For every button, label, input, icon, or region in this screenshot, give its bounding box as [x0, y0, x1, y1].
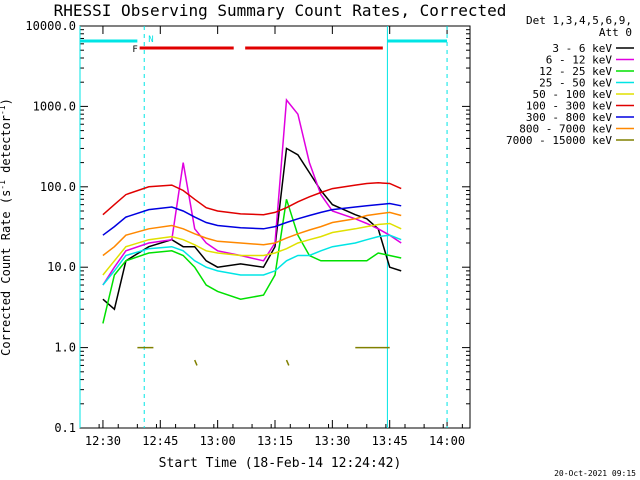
legend-entry-label: 6 - 12 keV — [546, 54, 613, 67]
series-line — [102, 182, 402, 216]
series-line — [102, 211, 402, 257]
legend-entry-label: 12 - 25 keV — [539, 65, 612, 78]
y-tick-label: 10000.0 — [25, 19, 76, 33]
series-line — [102, 222, 402, 276]
x-tick-label: 12:45 — [142, 434, 178, 448]
series-segment — [194, 359, 198, 366]
series-lines — [102, 98, 402, 366]
legend-entry-label: 3 - 6 keV — [552, 42, 612, 55]
legend-entry-label: 50 - 100 keV — [533, 88, 613, 101]
y-tick-label: 10.0 — [47, 260, 76, 274]
x-tick-label: 14:00 — [429, 434, 465, 448]
legend-header: Det 1,3,4,5,6,9, — [526, 14, 632, 27]
x-tick-label: 13:30 — [314, 434, 350, 448]
legend-header: Att 0 — [599, 26, 632, 39]
ylabel-sup: -1 — [0, 180, 7, 190]
x-axis-label: Start Time (18-Feb-14 12:24:42) — [159, 456, 402, 471]
y-axis-label: Corrected Count Rate (s-1 detector-1) — [0, 98, 13, 356]
ylabel-part: detector — [0, 115, 13, 180]
x-tick-label: 13:00 — [200, 434, 236, 448]
y-tick-label: 0.1 — [54, 421, 76, 435]
series-line — [102, 202, 402, 236]
legend-entry-label: 100 - 300 keV — [526, 100, 612, 113]
legend-entry-label: 300 - 800 keV — [526, 111, 612, 124]
series-line — [102, 234, 402, 286]
y-tick-label: 100.0 — [40, 180, 76, 194]
series-line — [102, 98, 402, 286]
y-axis: 0.1 1.0 10.0 100.0 1000.0 10000.0 — [25, 19, 470, 435]
legend-entry-label: 25 - 50 keV — [539, 77, 612, 90]
x-axis: 12:30 12:45 13:00 13:15 13:30 13:45 14:00 — [79, 26, 465, 448]
series-line — [102, 199, 402, 324]
y-tick-label: 1.0 — [54, 341, 76, 355]
legend-entry-label: 7000 - 15000 keV — [506, 134, 612, 147]
ylabel-part: ) — [0, 98, 13, 105]
x-tick-label: 13:15 — [257, 434, 293, 448]
observing-flags: FN — [79, 26, 448, 428]
y-tick-label: 1000.0 — [33, 99, 76, 113]
ylabel-part: Corrected Count Rate (s — [0, 190, 13, 356]
footer-timestamp: 20-Oct-2021 09:15 — [554, 469, 636, 478]
chart-title: RHESSI Observing Summary Count Rates, Co… — [54, 1, 507, 20]
ylabel-sup: -1 — [0, 105, 7, 115]
x-tick-label: 13:45 — [372, 434, 408, 448]
flag-label-n: N — [148, 35, 153, 45]
flag-label-f: F — [132, 45, 137, 55]
x-tick-label: 12:30 — [85, 434, 121, 448]
series-segment — [285, 359, 290, 366]
legend-entry-label: 800 - 7000 keV — [519, 123, 612, 136]
